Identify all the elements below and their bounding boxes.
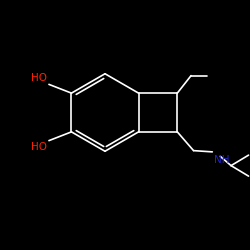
Text: HO: HO — [31, 142, 47, 152]
Text: NH: NH — [214, 155, 230, 165]
Text: HO: HO — [31, 73, 47, 83]
